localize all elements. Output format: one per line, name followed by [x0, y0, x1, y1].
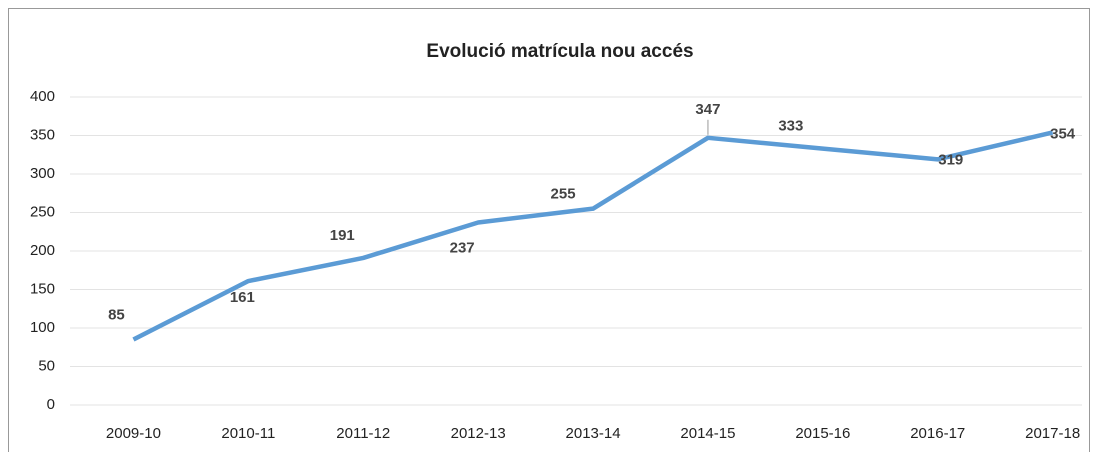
- x-tick-label: 2014-15: [680, 425, 735, 442]
- value-label: 319: [938, 151, 963, 168]
- y-tick-label: 300: [30, 165, 55, 182]
- value-label: 354: [1050, 125, 1076, 142]
- chart-title: Evolució matrícula nou accés: [426, 41, 693, 62]
- value-label: 191: [330, 227, 355, 244]
- x-tick-label: 2016-17: [910, 425, 965, 442]
- x-tick-label: 2017-18: [1025, 425, 1080, 442]
- y-tick-label: 0: [47, 396, 55, 413]
- y-tick-label: 200: [30, 242, 55, 259]
- y-tick-label: 400: [30, 88, 55, 105]
- y-tick-label: 50: [38, 357, 55, 374]
- y-tick-label: 250: [30, 203, 55, 220]
- value-label: 161: [230, 289, 255, 306]
- x-tick-label: 2013-14: [566, 425, 621, 442]
- y-tick-label: 150: [30, 280, 55, 297]
- x-tick-label: 2015-16: [795, 425, 850, 442]
- x-tick-label: 2009-10: [106, 425, 161, 442]
- value-label: 85: [108, 307, 125, 324]
- value-label: 237: [450, 239, 475, 256]
- x-tick-label: 2012-13: [451, 425, 506, 442]
- value-label: 347: [695, 101, 720, 118]
- value-label: 255: [551, 186, 576, 203]
- y-tick-label: 100: [30, 319, 55, 336]
- line: [132, 130, 1054, 342]
- x-tick-label: 2010-11: [221, 425, 275, 442]
- y-tick-label: 350: [30, 126, 55, 143]
- chart-border: [8, 8, 1090, 452]
- value-label: 333: [778, 118, 803, 135]
- x-tick-label: 2011-12: [336, 425, 390, 442]
